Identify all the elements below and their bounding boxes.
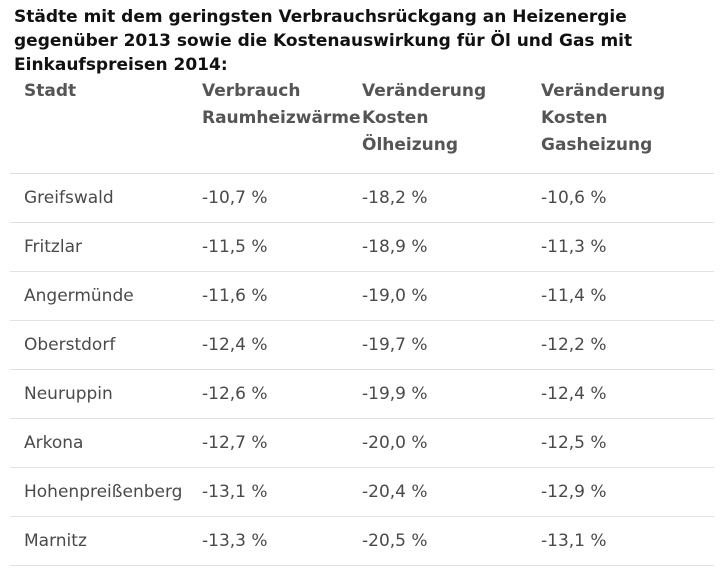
verbrauch-cell: -12,4 %	[202, 335, 268, 355]
city-cell: Angermünde	[24, 286, 134, 306]
table-row: Marnitz -13,3 % -20,5 % -13,1 %	[10, 517, 714, 566]
column-header-kosten-oel: Veränderung Kosten Ölheizung	[362, 81, 487, 155]
verbrauch-cell: -11,5 %	[202, 237, 268, 257]
kosten-gas-cell: -12,2 %	[541, 335, 607, 355]
kosten-gas-cell: -12,9 %	[541, 482, 607, 502]
table-row: Angermünde -11,6 % -19,0 % -11,4 %	[10, 272, 714, 321]
city-cell: Oberstdorf	[24, 335, 116, 355]
kosten-gas-cell: -11,4 %	[541, 286, 607, 306]
city-cell: Fritzlar	[24, 237, 82, 257]
kosten-gas-cell: -11,3 %	[541, 237, 607, 257]
table-row: Oberstdorf -12,4 % -19,7 % -12,2 %	[10, 321, 714, 370]
city-cell: Hohenpreißenberg	[24, 482, 183, 502]
kosten-oel-cell: -20,0 %	[362, 433, 428, 453]
kosten-oel-cell: -20,4 %	[362, 482, 428, 502]
verbrauch-cell: -12,6 %	[202, 384, 268, 404]
city-cell: Greifswald	[24, 188, 114, 208]
verbrauch-cell: -11,6 %	[202, 286, 268, 306]
kosten-oel-cell: -20,5 %	[362, 531, 428, 551]
column-header-stadt: Stadt	[24, 81, 77, 101]
city-cell: Neuruppin	[24, 384, 113, 404]
verbrauch-cell: -13,3 %	[202, 531, 268, 551]
kosten-gas-cell: -12,4 %	[541, 384, 607, 404]
column-header-kosten-gas: Veränderung Kosten Gasheizung	[541, 81, 666, 155]
column-header-verbrauch: Verbrauch Raumheizwärme	[202, 81, 361, 128]
verbrauch-cell: -13,1 %	[202, 482, 268, 502]
kosten-oel-cell: -18,9 %	[362, 237, 428, 257]
table-header-row: Stadt Verbrauch Raumheizwärme Veränderun…	[10, 70, 714, 174]
table-row: Neuruppin -12,6 % -19,9 % -12,4 %	[10, 370, 714, 419]
data-table: Stadt Verbrauch Raumheizwärme Veränderun…	[10, 70, 714, 566]
table-row: Fritzlar -11,5 % -18,9 % -11,3 %	[10, 223, 714, 272]
kosten-gas-cell: -12,5 %	[541, 433, 607, 453]
table-row: Greifswald -10,7 % -18,2 % -10,6 %	[10, 174, 714, 223]
kosten-oel-cell: -19,9 %	[362, 384, 428, 404]
verbrauch-cell: -10,7 %	[202, 188, 268, 208]
city-cell: Marnitz	[24, 531, 87, 551]
table-row: Arkona -12,7 % -20,0 % -12,5 %	[10, 419, 714, 468]
verbrauch-cell: -12,7 %	[202, 433, 268, 453]
kosten-gas-cell: -13,1 %	[541, 531, 607, 551]
kosten-gas-cell: -10,6 %	[541, 188, 607, 208]
city-cell: Arkona	[24, 433, 84, 453]
kosten-oel-cell: -18,2 %	[362, 188, 428, 208]
table-row: Hohenpreißenberg -13,1 % -20,4 % -12,9 %	[10, 468, 714, 517]
kosten-oel-cell: -19,7 %	[362, 335, 428, 355]
page-title: Städte mit dem geringsten Verbrauchsrück…	[14, 7, 633, 75]
kosten-oel-cell: -19,0 %	[362, 286, 428, 306]
